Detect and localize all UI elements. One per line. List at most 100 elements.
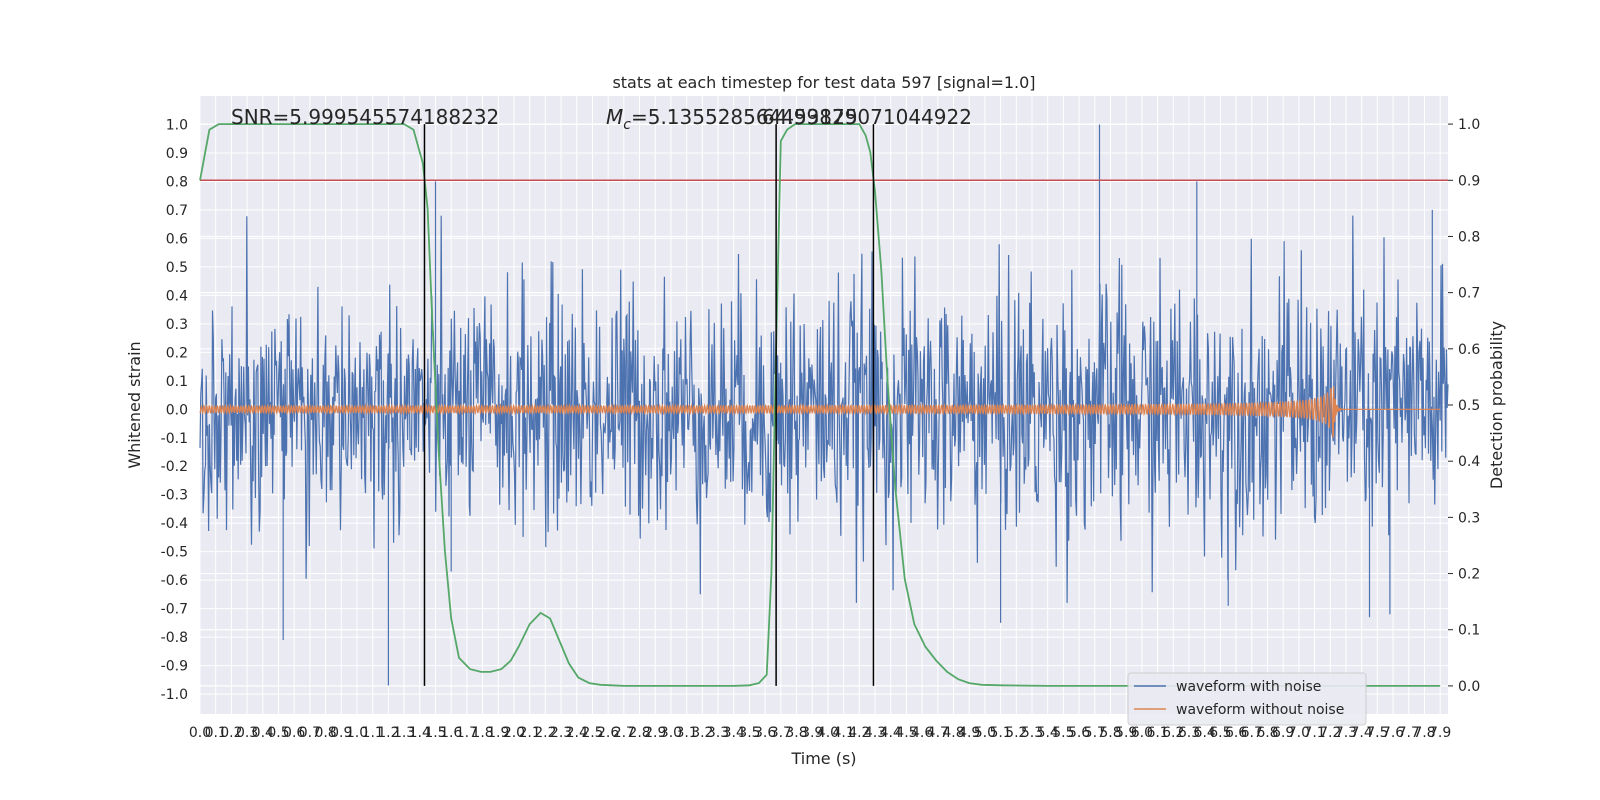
x-tick-label: 3.5	[738, 725, 760, 741]
y-tick-label: 0.0	[166, 402, 188, 418]
series-waveform-without-noise	[199, 386, 1441, 439]
y2-tick-label: 0.2	[1458, 567, 1480, 583]
y-tick-labels: -1.0 -0.9 -0.8 -0.7 -0.6 -0.5 -0.4 -0.3 -0.2 -0.1…	[161, 117, 188, 703]
x-tick-label: 2.6	[597, 725, 619, 741]
y-tick-label: 0.6	[166, 231, 188, 247]
legend: waveform with noise waveform without noi…	[1127, 672, 1367, 726]
y-tick-label: -1.0	[161, 687, 188, 703]
x-tick-label: 3.3	[707, 725, 729, 741]
x-tick-label: 6.8	[1256, 725, 1278, 741]
y2-tick-label: 0.3	[1458, 510, 1480, 526]
x-tick-label: 2.1	[519, 725, 541, 741]
x-tick-label: 4.0	[817, 725, 839, 741]
x-tick-label: 7.8	[1413, 725, 1435, 741]
x-tick-label: 7.3	[1335, 725, 1357, 741]
x-tick-label: 3.7	[770, 725, 792, 741]
y-axis-label: Whitened strain	[125, 341, 144, 468]
x-tick-label: 2.8	[628, 725, 650, 741]
x-tick-label: 6.0	[1131, 725, 1153, 741]
x-tick-label: 5.7	[1084, 725, 1106, 741]
x-tick-label: 7.9	[1429, 725, 1451, 741]
y-tick-label: 1.0	[166, 117, 188, 133]
x-tick-label: 1.1	[362, 725, 384, 741]
x-tick-label: 0.3	[236, 725, 258, 741]
x-tick-label: 2.2	[534, 725, 556, 741]
x-tick-label: 4.4	[880, 725, 902, 741]
x-tick-label: 5.0	[974, 725, 996, 741]
x-tick-label: 5.8	[1099, 725, 1121, 741]
x-tick-label: 2.9	[644, 725, 666, 741]
y-tick-label: -0.8	[161, 630, 188, 646]
y2-tick-label: 0.0	[1458, 679, 1480, 695]
y-tick-label: -0.6	[161, 573, 188, 589]
x-tick-label: 5.6	[1068, 725, 1090, 741]
probability-line	[199, 123, 1441, 687]
y2-tick-label: 0.6	[1458, 342, 1480, 358]
y-tick-label: 0.5	[166, 260, 188, 276]
x-tick-label: 1.0	[346, 725, 368, 741]
chirp-line	[199, 386, 1441, 439]
x-tick-label: 0.8	[314, 725, 336, 741]
x-axis-label: Time (s)	[790, 749, 856, 768]
y-tick-label: 0.4	[166, 288, 188, 304]
x-tick-label: 6.5	[1209, 725, 1231, 741]
x-tick-label: 7.0	[1288, 725, 1310, 741]
y-tick-label: -0.5	[161, 545, 188, 561]
x-tick-label: 2.4	[566, 725, 588, 741]
x-tick-label: 1.9	[487, 725, 509, 741]
y-tick-label: -0.9	[161, 659, 188, 675]
x-tick-label: 3.9	[801, 725, 823, 741]
x-tick-label: 6.4	[1194, 725, 1216, 741]
x-tick-label: 3.2	[691, 725, 713, 741]
x-tick-label: 0.9	[330, 725, 352, 741]
x-tick-label: 7.5	[1366, 725, 1388, 741]
x-tick-label: 0.4	[252, 725, 274, 741]
x-tick-label: 3.6	[754, 725, 776, 741]
y-tick-label: -0.1	[161, 431, 188, 447]
x-tick-label: 1.8	[471, 725, 493, 741]
y2-tick-label: 0.8	[1458, 229, 1480, 245]
legend-label-noise: waveform with noise	[1176, 679, 1321, 695]
mc-annotation: Mc=5.135528564453125	[606, 105, 858, 133]
x-tick-label: 5.9	[1115, 725, 1137, 741]
x-tick-label: 2.3	[550, 725, 572, 741]
x-tick-label: 7.7	[1398, 725, 1420, 741]
y2-tick-label: 0.4	[1458, 454, 1480, 470]
x-tick-label: 0.2	[220, 725, 242, 741]
x-tick-label: 7.6	[1382, 725, 1404, 741]
x-tick-label: 3.4	[723, 725, 745, 741]
x-tick-label: 7.2	[1319, 725, 1341, 741]
x-tick-label: 4.3	[864, 725, 886, 741]
x-tick-label: 6.9	[1272, 725, 1294, 741]
x-tick-label: 5.3	[1021, 725, 1043, 741]
y-tick-label: 0.1	[166, 374, 188, 390]
legend-label-clean: waveform without noise	[1176, 702, 1344, 718]
x-tick-label: 4.9	[958, 725, 980, 741]
x-tick-label: 2.7	[613, 725, 635, 741]
x-tick-label: 1.4	[409, 725, 431, 741]
x-tick-label: 0.6	[283, 725, 305, 741]
series-detection-probability	[199, 123, 1441, 687]
x-tick-label: 1.5	[424, 725, 446, 741]
y-tick-label: 0.7	[166, 203, 188, 219]
x-tick-label: 4.2	[848, 725, 870, 741]
mc-subscript: c	[623, 117, 631, 133]
x-tick-label: 1.3	[393, 725, 415, 741]
y2-tick-label: 1.0	[1458, 117, 1480, 133]
x-tick-label: 2.0	[503, 725, 525, 741]
snr-annotation: SNR=5.999545574188232	[231, 105, 499, 129]
chart-title: stats at each timestep for test data 597…	[612, 73, 1035, 92]
x-tick-label: 3.0	[660, 725, 682, 741]
x-tick-label: 0.5	[267, 725, 289, 741]
legend-box	[1127, 672, 1367, 726]
vertical-markers	[423, 124, 875, 686]
y2-tick-label: 0.1	[1458, 623, 1480, 639]
x-tick-label: 4.8	[942, 725, 964, 741]
x-tick-label: 5.2	[1005, 725, 1027, 741]
mc-value: =5.135528564453125	[631, 105, 858, 129]
y-tick-label: 0.9	[166, 146, 188, 162]
x-tick-label: 4.7	[927, 725, 949, 741]
x-tick-label: 3.8	[785, 725, 807, 741]
x-tick-label: 1.2	[377, 725, 399, 741]
x-tick-label: 5.5	[1052, 725, 1074, 741]
